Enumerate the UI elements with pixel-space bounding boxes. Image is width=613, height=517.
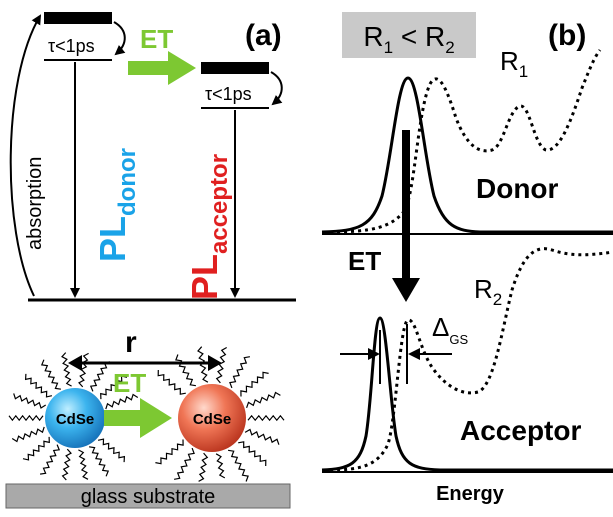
ligand-chain	[197, 346, 209, 383]
pl-donor-label: PLdonor	[92, 148, 141, 262]
ligand-chain	[8, 414, 44, 422]
ligand-chain	[22, 436, 50, 461]
ligand-chain	[100, 375, 128, 400]
ligand-chain	[61, 352, 72, 387]
r2-absorption-curve	[329, 247, 613, 472]
pl-acceptor-sub: acceptor	[206, 154, 233, 254]
ligand-chain	[215, 453, 226, 479]
acceptor-tau-label: τ<1ps	[205, 84, 252, 104]
r2-main: R	[474, 274, 493, 304]
separation-arrow-left-head	[68, 355, 82, 371]
ligand-chain	[40, 444, 61, 475]
ligand-chain	[173, 447, 195, 480]
ligand-chain	[89, 361, 110, 392]
ligand-chain	[11, 426, 45, 443]
ligand-chain	[198, 452, 209, 482]
separation-arrow-right-head	[208, 355, 222, 371]
et-label-b: ET	[348, 246, 381, 276]
donor-quantum-dot	[45, 388, 105, 448]
panel-b: (b) R1 < R2 R1 Donor ET R2	[321, 12, 613, 505]
acceptor-dot-label: CdSe	[193, 411, 231, 428]
r1-sub: 1	[519, 62, 528, 81]
cond-r2: R	[425, 21, 445, 52]
et-label-nano: ET	[113, 368, 146, 398]
ligand-chain	[97, 438, 126, 463]
acceptor-relax-arrow	[270, 71, 283, 106]
delta-sub: GS	[449, 332, 468, 347]
donor-excited-band	[44, 12, 112, 24]
et-arrow-nano	[104, 398, 172, 438]
cond-space1	[393, 21, 401, 52]
ligand-chain	[89, 446, 110, 477]
ligand-chain	[24, 373, 53, 398]
cond-r1-sub: 1	[384, 38, 393, 57]
condition-box	[342, 12, 476, 58]
panel-a-label: (a)	[245, 19, 282, 52]
donor-tau-label: τ<1ps	[48, 36, 95, 56]
ligand-chain	[228, 449, 249, 482]
r2-label: R2	[474, 274, 502, 309]
et-arrow-b-shaft	[402, 130, 410, 280]
absorption-arrow	[9, 14, 42, 297]
donor-dot-label: CdSe	[56, 411, 94, 428]
acceptor-emission-curve	[321, 316, 613, 472]
ligand-chain	[105, 393, 139, 410]
pl-acceptor-label: PLacceptor	[184, 154, 233, 300]
cond-space2	[417, 21, 425, 52]
cond-r1: R	[363, 21, 383, 52]
et-label-a: ET	[140, 24, 173, 54]
delta-symbol: Δ	[432, 312, 449, 342]
ligand-chain	[229, 356, 251, 389]
panel-a: (a) τ<1ps τ<1ps ET absorption PLdonor PL…	[9, 12, 296, 302]
ligand-chain	[78, 352, 89, 388]
ligand-shell	[8, 346, 285, 482]
r1-main: R	[500, 46, 519, 76]
separation-label: r	[125, 326, 137, 359]
et-arrow-b-head	[392, 278, 420, 302]
ligand-chain	[247, 414, 285, 422]
delta-arrow-left-head	[368, 348, 380, 360]
ligand-chain	[157, 369, 186, 395]
donor-emission-curve	[321, 76, 613, 234]
ligand-chain	[61, 448, 72, 481]
nanocrystal-schematic: r CdSe CdSe ET glass substrate	[5, 326, 291, 509]
ligand-chain	[175, 354, 196, 387]
ligand-chain	[78, 449, 89, 480]
condition-text: R1 < R2	[363, 21, 454, 57]
ligand-chain	[238, 441, 267, 467]
glass-substrate	[5, 483, 291, 509]
pl-donor-main: PL	[92, 216, 133, 262]
acceptor-excited-band	[201, 62, 269, 74]
cond-r2-sub: 2	[445, 38, 454, 57]
cond-op: <	[401, 21, 417, 52]
absorption-label: absorption	[24, 157, 46, 250]
r2-sub: 2	[493, 290, 502, 309]
r1-absorption-curve	[329, 49, 602, 234]
ligand-chain	[246, 391, 281, 408]
delta-label: ΔGS	[432, 312, 468, 347]
panel-b-label: (b)	[548, 19, 586, 52]
r1-label: R1	[500, 46, 528, 81]
ligand-chain	[240, 371, 269, 397]
ligand-chain	[155, 439, 184, 465]
et-arrow-a	[128, 51, 196, 85]
donor-relax-arrow	[113, 21, 126, 56]
substrate-label: glass substrate	[81, 486, 216, 508]
delta-arrow-right-head	[408, 348, 420, 360]
donor-label: Donor	[476, 173, 559, 204]
energy-axis-label: Energy	[436, 483, 505, 505]
ligand-chain	[244, 428, 280, 445]
ligand-chain	[40, 359, 61, 390]
pl-donor-sub: donor	[114, 148, 141, 216]
pl-acceptor-main: PL	[184, 254, 225, 300]
ligand-chain	[215, 346, 227, 384]
ligand-chain	[13, 393, 47, 409]
acceptor-label: Acceptor	[460, 415, 581, 446]
acceptor-quantum-dot	[178, 384, 246, 452]
